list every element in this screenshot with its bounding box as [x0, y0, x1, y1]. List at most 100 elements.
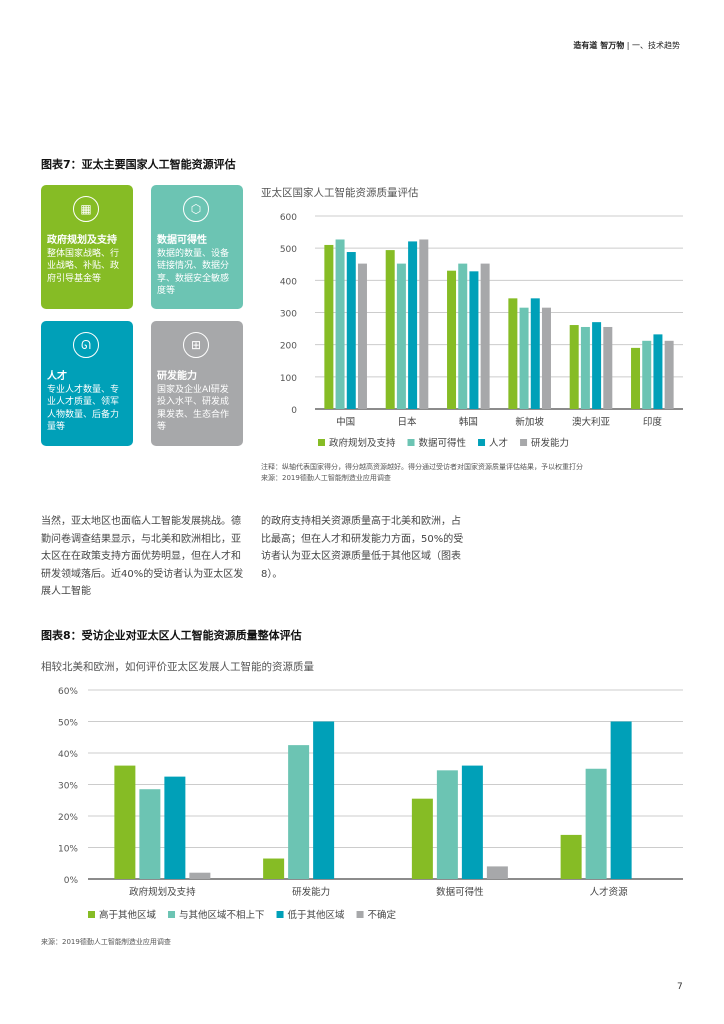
x-category-label: 新加坡 [515, 416, 544, 428]
y-tick-label: 300 [280, 310, 297, 320]
x-category-label: 研发能力 [292, 886, 330, 898]
y-tick-label: 10% [58, 845, 78, 855]
bar-4-0 [569, 325, 579, 409]
legend-swatch [520, 439, 528, 446]
bar-4-2 [592, 322, 602, 409]
bar-0-0 [324, 244, 334, 409]
chart1-title: 亚太区国家人工智能资源质量评估 [261, 187, 419, 199]
figure7-title: 图表7：亚太主要国家人工智能资源评估 [41, 158, 236, 171]
body-text-col2: 的政府支持相关资源质量高于北美和欧洲，占比最高；但在人才和研发能力方面，50%的… [261, 516, 464, 580]
figure8-title: 图表8：受访企业对亚太区人工智能资源质量整体评估 [41, 629, 302, 642]
x-category-label: 日本 [397, 416, 417, 428]
bar-3-2 [610, 721, 632, 879]
resource-card: ▦ 政府规划及支持 整体国家战略、行业战略、补贴、政府引导基金等 [41, 185, 133, 309]
resource-card: ⊞ 研发能力国家及企业AI研发投入水平、研发成果发表、生态合作等 [151, 321, 243, 446]
bar-5-1 [642, 340, 652, 409]
legend-swatch [88, 911, 95, 918]
legend-swatch [407, 439, 415, 446]
card-text: 国家及企业AI研发投入水平、研发成果发表、生态合作等 [157, 384, 230, 433]
bar-2-3 [486, 866, 508, 879]
x-category-label: 韩国 [459, 416, 478, 428]
bar-2-0 [447, 270, 457, 409]
card-title: 研发能力 [157, 371, 197, 382]
x-category-label: 中国 [336, 416, 355, 428]
y-tick-label: 0 [291, 406, 297, 416]
bar-1-2 [408, 241, 418, 409]
chart2-title: 相较北美和欧洲，如何评价亚太区发展人工智能的资源质量 [41, 661, 314, 673]
government-building-icon: ▦ [73, 196, 99, 222]
legend-label: 研发能力 [531, 437, 569, 449]
legend-label: 数据可得性 [419, 437, 467, 449]
bar-4-3 [603, 326, 613, 409]
x-category-label: 澳大利亚 [572, 416, 611, 428]
legend-label: 与其他区域不相上下 [179, 909, 265, 921]
bar-3-0 [560, 834, 582, 879]
resource-card: ᘏ 人才专业人才数量、专业人才质量、领军人物数量、后备力量等 [41, 321, 133, 446]
figure8-source: 来源：2019德勤人工智能制造业应用调查 [41, 938, 171, 946]
card-text: 数据的数量、设备链接情况、数据分享、数据安全敏感度等 [157, 248, 230, 297]
y-tick-label: 0% [64, 876, 79, 886]
data-cube-icon: ⬡ [183, 196, 209, 222]
legend-label: 低于其他区域 [288, 909, 346, 921]
x-category-label: 政府规划及支持 [129, 886, 196, 898]
bar-1-0 [263, 858, 285, 879]
y-tick-label: 200 [280, 342, 297, 352]
bar-3-0 [508, 298, 518, 409]
figure7-source: 来源：2019德勤人工智能制造业应用调查 [261, 474, 391, 482]
x-category-label: 人才资源 [590, 886, 629, 898]
bar-1-1 [288, 745, 310, 879]
header-section: 一、技术趋势 [632, 41, 680, 50]
y-tick-label: 50% [58, 719, 78, 729]
y-tick-label: 60% [58, 687, 78, 697]
bar-0-3 [189, 872, 211, 879]
bar-0-2 [346, 252, 356, 409]
card-text: 专业人才数量、专业人才质量、领军人物数量、后备力量等 [47, 384, 120, 433]
y-tick-label: 100 [280, 374, 297, 384]
y-tick-label: 400 [280, 277, 297, 287]
bar-3-1 [519, 307, 529, 409]
legend-swatch [356, 911, 364, 918]
bar-5-2 [653, 334, 663, 409]
y-tick-label: 600 [280, 213, 297, 223]
bar-3-1 [585, 768, 607, 879]
bar-2-2 [469, 271, 479, 409]
legend-label: 不确定 [368, 909, 397, 921]
page-number: 7 [677, 982, 683, 992]
card-title: 人才 [47, 371, 67, 382]
x-category-label: 印度 [643, 416, 663, 428]
bar-0-2 [164, 776, 186, 879]
x-category-label: 数据可得性 [436, 886, 484, 898]
legend-label: 人才 [489, 437, 508, 449]
figure7-note: 注释：纵轴代表国家得分，得分越高资源越好。得分通过受访者对国家资源质量评估结果，… [261, 463, 583, 471]
card-title: 数据可得性 [157, 235, 207, 246]
card-title: 政府规划及支持 [47, 235, 117, 246]
people-icon: ᘏ [73, 332, 99, 358]
body-text-col1: 当然，亚太地区也面临人工智能发展挑战。德勤问卷调查结果显示，与北美和欧洲相比，亚… [41, 516, 244, 597]
bar-1-0 [385, 250, 395, 409]
header-separator: | [626, 41, 630, 50]
bar-3-3 [541, 307, 551, 409]
bar-0-3 [357, 263, 367, 409]
bar-4-1 [580, 326, 590, 409]
bar-5-3 [664, 340, 674, 409]
resource-card: ⬡ 数据可得性数据的数量、设备链接情况、数据分享、数据安全敏感度等 [151, 185, 243, 309]
bar-3-2 [530, 298, 540, 409]
legend-label: 政府规划及支持 [329, 437, 396, 449]
bar-2-1 [436, 770, 458, 879]
y-tick-label: 40% [58, 750, 78, 760]
y-tick-label: 30% [58, 782, 78, 792]
bar-0-1 [335, 239, 345, 409]
y-tick-label: 20% [58, 813, 78, 823]
bar-1-3 [419, 239, 429, 409]
header-brand: 造有道 智万物 [573, 41, 625, 50]
bar-2-0 [411, 798, 433, 879]
bar-2-1 [458, 263, 468, 409]
legend-swatch [318, 439, 325, 446]
bar-0-1 [139, 789, 161, 879]
chart1-svg: 0 100 200 300 400 500 600 中国 日本 韩国 新加坡 澳大利亚 印度政府规划及支… [280, 213, 683, 449]
legend-label: 高于其他区域 [99, 909, 157, 921]
y-tick-label: 500 [280, 245, 297, 255]
chart2-svg: 0% 10% 20% 30% 40% 50% 60% 政府规划及支持 研发能力 数据可得性 人才资源… [58, 687, 683, 921]
org-chart-icon: ⊞ [183, 332, 209, 358]
